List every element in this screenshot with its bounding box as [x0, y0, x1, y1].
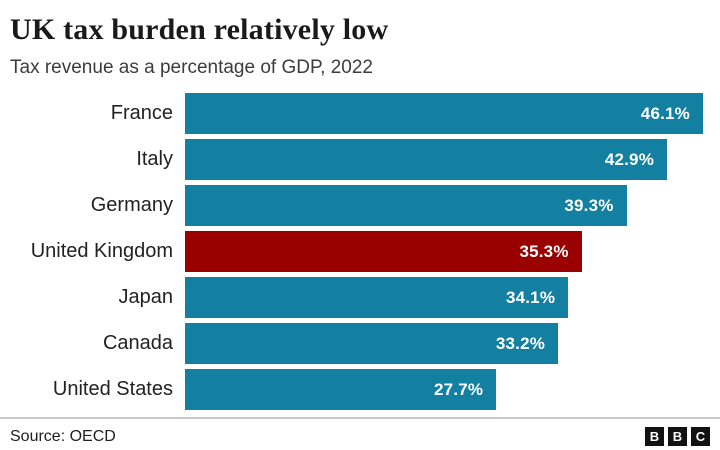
bbc-logo-block: B: [645, 427, 664, 446]
bar-track: 46.1%: [185, 93, 703, 134]
bar-row-label: Italy: [136, 148, 173, 170]
footer: Source: OECD B B C: [0, 419, 720, 446]
bar-row-label: United States: [52, 378, 173, 400]
bar: 35.3%: [185, 231, 582, 272]
bar-row: Germany 39.3%: [0, 185, 703, 226]
bar-track: 42.9%: [185, 139, 703, 180]
bar: 42.9%: [185, 139, 668, 180]
bar: 33.2%: [185, 323, 559, 364]
bar: 39.3%: [185, 185, 627, 226]
chart-title: UK tax burden relatively low: [10, 13, 389, 46]
bar-value-label: 33.2%: [495, 333, 546, 353]
bar-track: 27.7%: [185, 369, 703, 410]
bar-value-label: 27.7%: [434, 379, 484, 399]
bar-row-label: Canada: [102, 332, 173, 354]
bar-track: 34.1%: [185, 277, 703, 318]
bar-row-label: France: [110, 102, 173, 124]
footer-divider: [0, 417, 720, 419]
bar-row: Japan 34.1%: [0, 277, 703, 318]
bar-chart: France 46.1% Italy 42.9% Germany 39.3% United …: [0, 93, 720, 410]
bar-track: 39.3%: [185, 185, 703, 226]
bar-value-label: 46.1%: [640, 103, 690, 123]
bar-row-label: Germany: [90, 194, 173, 216]
bar-row: France 46.1%: [0, 93, 703, 134]
bar-track: 35.3%: [185, 231, 703, 272]
source-label: Source: OECD: [10, 427, 116, 445]
bbc-logo: B B C: [645, 427, 710, 446]
bar-row: United Kingdom 35.3%: [0, 231, 703, 272]
bar-row-label: United Kingdom: [30, 240, 173, 262]
bar: 46.1%: [185, 93, 703, 134]
bar-value-label: 35.3%: [519, 241, 569, 261]
chart-subtitle: Tax revenue as a percentage of GDP, 2022: [10, 57, 374, 78]
bar-value-label: 39.3%: [564, 195, 614, 215]
bbc-logo-block: C: [691, 427, 710, 446]
bar-row: Canada 33.2%: [0, 323, 703, 364]
bar-row: Italy 42.9%: [0, 139, 703, 180]
bar-row-label: Japan: [118, 286, 174, 308]
bar: 27.7%: [185, 369, 497, 410]
bar-value-label: 34.1%: [505, 287, 556, 307]
bar-value-label: 42.9%: [604, 149, 655, 169]
bbc-logo-block: B: [668, 427, 687, 446]
bar: 34.1%: [185, 277, 569, 318]
bar-row: United States 27.7%: [0, 369, 703, 410]
bar-track: 33.2%: [185, 323, 703, 364]
